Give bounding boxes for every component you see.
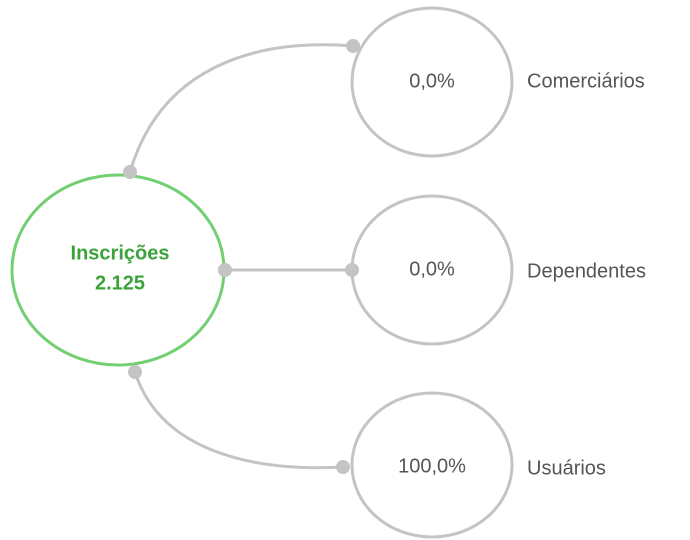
connector-dot [128,365,142,379]
node [350,6,514,158]
node-value: 0,0% [409,258,455,280]
node-value: 0,0% [409,70,455,92]
center-value: 2.125 [95,272,145,294]
connector-dot [336,460,350,474]
connector [128,43,354,173]
node-label: Usuários [527,457,606,479]
node-label: Comerciários [527,70,645,92]
connector [133,371,344,470]
node-value: 100,0% [398,455,466,477]
node [350,391,514,539]
connector-dot [346,39,360,53]
connector-dot [123,165,137,179]
center-node [10,173,226,367]
connector-dot [345,263,359,277]
connector-dot [218,263,232,277]
center-label: Inscrições [71,242,170,264]
node-label: Dependentes [527,260,646,282]
